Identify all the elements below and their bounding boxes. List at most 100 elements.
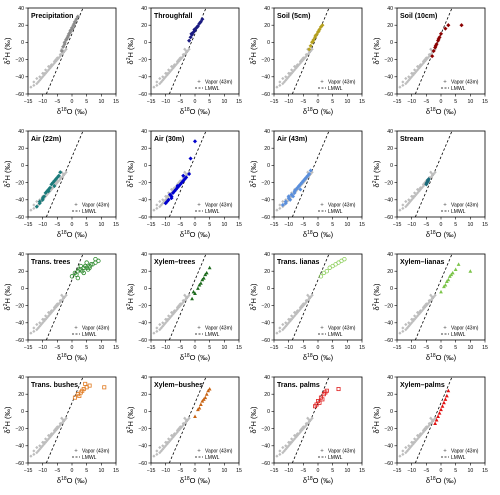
vapor-point [284,321,288,325]
vapor-point [155,452,159,456]
vapor-point [304,52,308,57]
y-tick-label: 0 [21,409,24,415]
data-point [195,24,200,30]
data-point [336,387,341,392]
vapor-point [433,170,437,174]
vapor-point [278,206,282,210]
data-point [61,44,66,49]
legend-vapor-symbol: + [320,326,324,332]
vapor-point [278,80,282,84]
vapor-point [42,71,46,75]
y-tick-label: 0 [144,409,147,415]
legend-vapor-symbol: + [74,203,78,209]
data-point [182,177,187,182]
vapor-point [161,321,165,325]
x-axis-label: δ18O (‰) [180,476,211,485]
data-point [179,180,184,185]
x-tick-label: 15 [482,99,488,105]
legend-vapor-symbol: + [197,326,201,332]
vapor-point [407,321,411,325]
x-tick-label: −15 [24,222,33,228]
vapor-point [423,304,427,308]
legend-lmwl-label: LMWL [205,332,220,338]
vapor-point [401,452,405,456]
vapor-point [300,304,304,308]
vapor-point [290,314,294,318]
x-tick-label: 15 [359,468,365,474]
y-axis-label: δ2H (‰) [126,406,135,433]
panel-5: Air (22m) + Vapor (43m)LMWL −15 −10 −5 0 5 10 15 4… [3,129,119,239]
y-axis-label: δ2H (‰) [249,160,258,187]
vapor-point [159,326,163,330]
data-point [47,185,53,190]
vapor-point [48,64,52,69]
vapor-point [287,75,291,79]
plot-area [275,131,330,217]
vapor-point [29,331,33,335]
y-tick-label: 20 [387,269,393,275]
vapor-point [45,70,49,74]
vapor-point [161,75,165,79]
x-tick-label: −10 [407,468,416,474]
vapor-point [404,76,408,81]
y-tick-label: −20 [15,426,24,432]
y-tick-label: −60 [261,92,270,98]
x-axis-label: δ18O (‰) [303,353,334,362]
vapor-point [398,331,402,335]
x-tick-label: −10 [407,99,416,105]
data-point [77,393,82,398]
y-axis-label: δ2H (‰) [3,37,12,64]
data-point [46,189,51,194]
y-tick-label: −60 [15,92,24,98]
data-point [53,177,58,182]
legend: + Vapor (43m)LMWL [318,203,356,215]
data-point [87,383,92,388]
data-point [197,282,202,287]
y-tick-label: −40 [138,321,147,327]
data-point [74,17,79,22]
vapor-point [187,416,191,420]
vapor-point [60,293,64,297]
y-tick-label: −20 [15,57,24,63]
vapor-point [401,326,405,330]
y-tick-label: −20 [15,180,24,186]
legend-lmwl-label: LMWL [328,86,343,92]
data-point [459,23,464,28]
legend-vapor-symbol: + [443,449,447,455]
x-axis-label: δ18O (‰) [180,107,211,116]
y-tick-label: 0 [267,163,270,169]
vapor-point [181,423,185,427]
vapor-point [278,83,282,87]
y-tick-label: −40 [138,198,147,204]
y-axis-label: δ2H (‰) [249,283,258,310]
vapor-point [288,440,292,444]
vapor-point [61,420,65,424]
x-tick-label: −15 [147,222,156,228]
vapor-point [414,316,418,320]
y-tick-label: 40 [18,6,24,12]
legend-lmwl-label: LMWL [328,332,343,338]
vapor-point [407,75,411,79]
legend-vapor-label: Vapor (43m) [328,449,356,455]
y-tick-label: −20 [261,180,270,186]
data-point [188,35,193,40]
legend-vapor-symbol: + [320,80,324,86]
legend-vapor-label: Vapor (43m) [205,326,233,332]
y-tick-label: 20 [18,392,24,398]
vapor-point [32,449,36,453]
legend-lmwl-label: LMWL [451,209,466,215]
panel-title: Throughfall [154,13,193,20]
vapor-point [54,427,58,431]
y-tick-label: 0 [390,286,393,292]
vapor-point [35,322,39,327]
x-tick-label: 5 [331,345,334,351]
x-tick-label: −15 [270,468,279,474]
vapor-point [411,317,415,321]
data-point [34,204,39,209]
x-tick-label: 10 [344,222,350,228]
legend-vapor-label: Vapor (43m) [205,203,233,209]
vapor-point [275,454,279,458]
y-tick-label: 0 [21,163,24,169]
plot-area [152,131,207,217]
vapor-point [427,421,431,426]
